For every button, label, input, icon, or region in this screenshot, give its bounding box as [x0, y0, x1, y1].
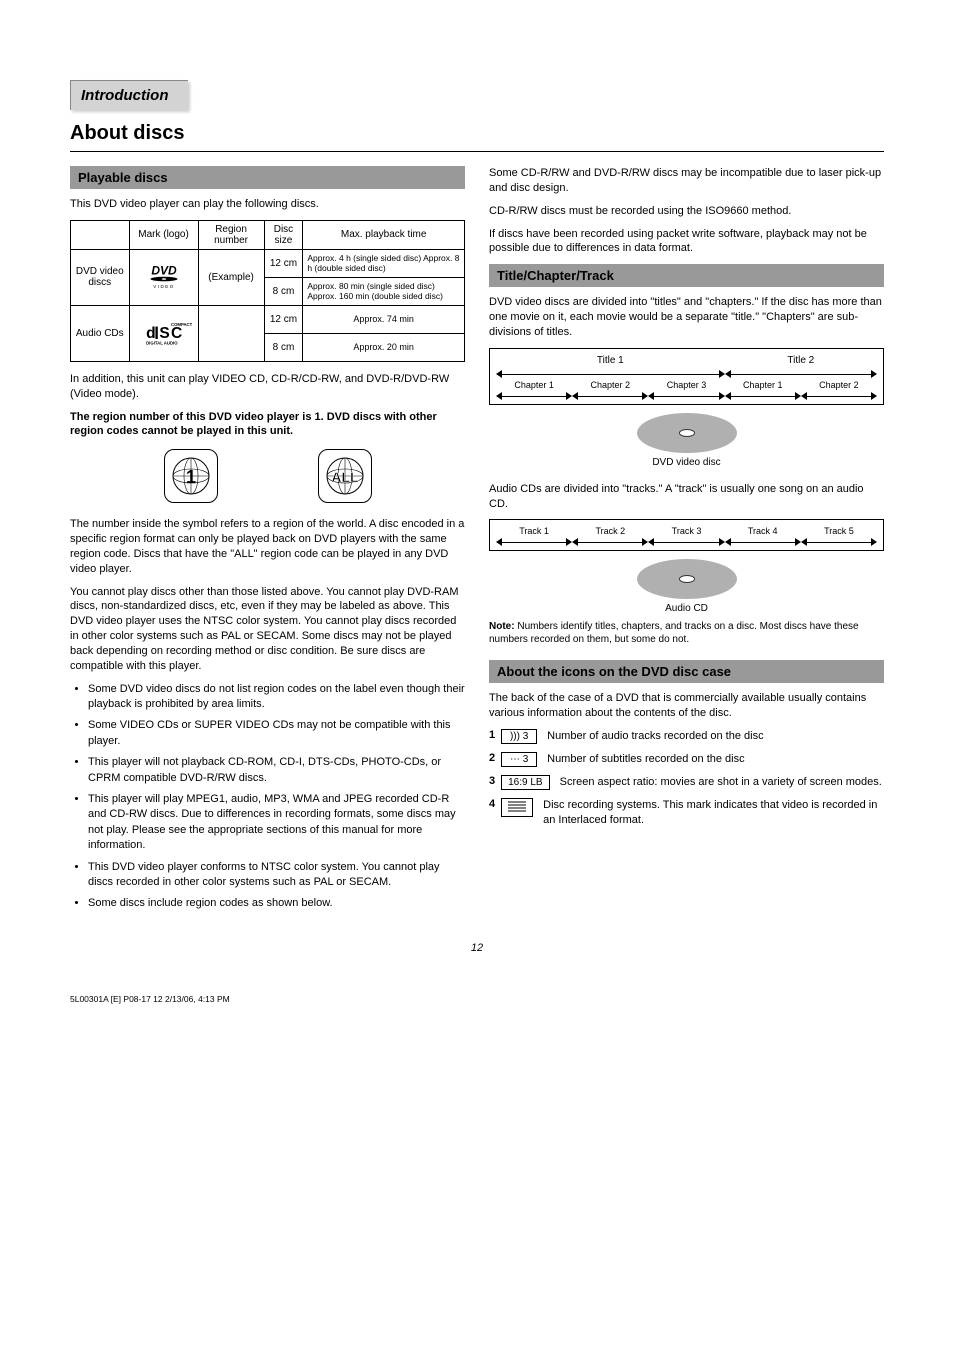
chapter-label: Chapter 1: [725, 380, 801, 390]
icon-num: 4: [489, 798, 495, 810]
icon-num: 3: [489, 775, 495, 787]
section-tab: Introduction: [70, 80, 188, 110]
dvd-time-12: Approx. 4 h (single sided disc) Approx. …: [303, 249, 465, 277]
region-footer: The number inside the symbol refers to a…: [70, 517, 465, 576]
dvd-video-logo-icon: DVD VIDEO: [134, 260, 194, 292]
disc-table: Mark (logo) Region number Disc size Max.…: [70, 220, 465, 362]
right-column: Some CD-R/RW and DVD-R/RW discs may be i…: [489, 166, 884, 922]
playable-intro: This DVD video player can play the follo…: [70, 197, 465, 212]
extra-formats: In addition, this unit can play VIDEO CD…: [70, 372, 465, 402]
list-item: Some discs include region codes as shown…: [88, 896, 465, 911]
dvd-time-8: Approx. 80 min (single sided disc) Appro…: [303, 277, 465, 305]
playable-discs-bar: Playable discs: [70, 166, 465, 189]
dvd-disc-icon: [637, 413, 737, 453]
track-label: Track 4: [725, 526, 801, 536]
cd-structure-diagram: Track 1 Track 2 Track 3 Track 4 Track 5: [489, 519, 884, 614]
region-icon-1: 1: [164, 449, 218, 503]
tab-label: Introduction: [81, 87, 168, 104]
cd-size-12: 12 cm: [264, 305, 303, 333]
diagram-title1: Title 1: [496, 355, 725, 366]
icons-bar: About the icons on the DVD disc case: [489, 660, 884, 683]
track-label: Track 2: [572, 526, 648, 536]
table-row: DVD video discs DVD VIDEO (Example) 12 c…: [71, 249, 465, 277]
icon-desc: Number of subtitles recorded on the disc: [547, 752, 884, 767]
dvd-diagram-caption: DVD video disc: [489, 457, 884, 468]
list-item: This DVD video player conforms to NTSC c…: [88, 860, 465, 891]
chapter-label: Chapter 3: [648, 380, 724, 390]
cdr-packet: If discs have been recorded using packet…: [489, 227, 884, 257]
cd-time-8: Approx. 20 min: [303, 333, 465, 361]
page-title: About discs: [70, 122, 894, 145]
icon-row-3: 3 16:9 LB Screen aspect ratio: movies ar…: [489, 775, 884, 790]
note-text: Note: Numbers identify titles, chapters,…: [489, 620, 884, 646]
cd-region-blank: [198, 305, 264, 361]
subtitles-icon: ⋯ 3: [501, 752, 537, 767]
th-blank: [71, 220, 130, 249]
globe-icon: 1: [171, 456, 211, 496]
th-time: Max. playback time: [303, 220, 465, 249]
icon-num: 2: [489, 752, 495, 764]
cd-time-12: Approx. 74 min: [303, 305, 465, 333]
svg-text:DIGITAL AUDIO: DIGITAL AUDIO: [146, 340, 178, 345]
title-rule: [70, 151, 884, 152]
cdr-iso: CD-R/RW discs must be recorded using the…: [489, 204, 884, 219]
list-item: This player will not playback CD-ROM, CD…: [88, 755, 465, 786]
icon-desc: Screen aspect ratio: movies are shot in …: [560, 775, 884, 790]
icon-desc: Number of audio tracks recorded on the d…: [547, 729, 884, 744]
compatibility-list: Some DVD video discs do not list region …: [70, 682, 465, 912]
cd-intro: Audio CDs are divided into "tracks." A "…: [489, 482, 884, 512]
svg-text:1: 1: [185, 467, 195, 487]
aspect-ratio-icon: 16:9 LB: [501, 775, 549, 790]
chapter-label: Chapter 2: [801, 380, 877, 390]
svg-text:DVD: DVD: [151, 263, 177, 277]
list-item: Some VIDEO CDs or SUPER VIDEO CDs may no…: [88, 718, 465, 749]
icon-row-4: 4 Disc recording systems. This mark indi…: [489, 798, 884, 828]
interlace-symbol-icon: [508, 800, 526, 812]
th-region: Region number: [198, 220, 264, 249]
dvd-region: (Example): [198, 249, 264, 305]
track-label: Track 3: [648, 526, 724, 536]
dvd-structure-diagram: Title 1 Title 2 Chapter 1 Chapter 2 Chap…: [489, 348, 884, 468]
cd-disc-icon: [637, 559, 737, 599]
region-icon-all: ALL: [318, 449, 372, 503]
track-label: Track 5: [801, 526, 877, 536]
chapter-label: Chapter 2: [572, 380, 648, 390]
globe-all-icon: ALL: [325, 456, 365, 496]
dvd-size-12: 12 cm: [264, 249, 303, 277]
table-header-row: Mark (logo) Region number Disc size Max.…: [71, 220, 465, 249]
list-item: Some DVD video discs do not list region …: [88, 682, 465, 713]
diagram-title2: Title 2: [725, 355, 877, 366]
table-row: Audio CDs COMPACT d S C DIGITAL AUDIO 12…: [71, 305, 465, 333]
dvd-logo-cell: DVD VIDEO: [129, 249, 198, 305]
interlace-icon: [501, 798, 533, 817]
svg-text:VIDEO: VIDEO: [153, 284, 175, 289]
list-item: This player will play MPEG1, audio, MP3,…: [88, 792, 465, 854]
chapter-label: Chapter 1: [496, 380, 572, 390]
cd-label: Audio CDs: [71, 305, 130, 361]
th-mark: Mark (logo): [129, 220, 198, 249]
cannot-play-para: You cannot play discs other than those l…: [70, 585, 465, 674]
cd-diagram-caption: Audio CD: [489, 603, 884, 614]
icon-desc: Disc recording systems. This mark indica…: [543, 798, 884, 828]
title-intro: DVD video discs are divided into "titles…: [489, 295, 884, 340]
audio-tracks-icon: ))) 3: [501, 729, 537, 744]
cd-size-8: 8 cm: [264, 333, 303, 361]
cd-logo-cell: COMPACT d S C DIGITAL AUDIO: [129, 305, 198, 361]
left-column: Playable discs This DVD video player can…: [70, 166, 465, 922]
page-number: 12: [60, 942, 894, 954]
icon-row-2: 2 ⋯ 3 Number of subtitles recorded on th…: [489, 752, 884, 767]
icon-row-1: 1 ))) 3 Number of audio tracks recorded …: [489, 729, 884, 744]
cdr-note: Some CD-R/RW and DVD-R/RW discs may be i…: [489, 166, 884, 196]
dvd-label: DVD video discs: [71, 249, 130, 305]
icon-num: 1: [489, 729, 495, 741]
track-label: Track 1: [496, 526, 572, 536]
print-footer: 5L00301A [E] P08-17 12 2/13/06, 4:13 PM: [70, 994, 894, 1004]
icons-intro: The back of the case of a DVD that is co…: [489, 691, 884, 721]
compact-disc-logo-icon: COMPACT d S C DIGITAL AUDIO: [136, 318, 192, 346]
svg-text:ALL: ALL: [331, 469, 359, 485]
region-heading: The region number of this DVD video play…: [70, 410, 465, 440]
title-chapter-bar: Title/Chapter/Track: [489, 264, 884, 287]
dvd-size-8: 8 cm: [264, 277, 303, 305]
th-size: Disc size: [264, 220, 303, 249]
